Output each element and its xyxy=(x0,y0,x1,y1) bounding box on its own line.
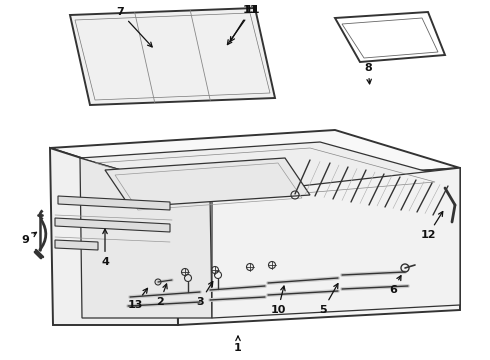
Polygon shape xyxy=(178,168,460,325)
Polygon shape xyxy=(212,168,460,318)
Text: 6: 6 xyxy=(389,276,401,295)
Text: 13: 13 xyxy=(127,288,147,310)
Text: 2: 2 xyxy=(156,284,167,307)
Text: 12: 12 xyxy=(420,212,443,240)
Polygon shape xyxy=(50,148,178,325)
Polygon shape xyxy=(55,240,98,250)
Text: 11: 11 xyxy=(230,5,258,41)
Polygon shape xyxy=(80,158,212,318)
Text: 9: 9 xyxy=(21,232,37,245)
Text: 1: 1 xyxy=(234,336,242,353)
Polygon shape xyxy=(58,196,170,210)
Text: 4: 4 xyxy=(101,229,109,267)
Text: 11: 11 xyxy=(227,5,260,45)
Text: 5: 5 xyxy=(319,284,338,315)
Text: 3: 3 xyxy=(196,282,213,307)
Polygon shape xyxy=(50,130,460,188)
Text: 10: 10 xyxy=(270,286,286,315)
Polygon shape xyxy=(70,8,275,105)
Text: 8: 8 xyxy=(364,63,372,84)
Polygon shape xyxy=(80,142,450,196)
Text: 7: 7 xyxy=(116,7,152,47)
Polygon shape xyxy=(105,158,310,207)
Polygon shape xyxy=(55,218,170,232)
